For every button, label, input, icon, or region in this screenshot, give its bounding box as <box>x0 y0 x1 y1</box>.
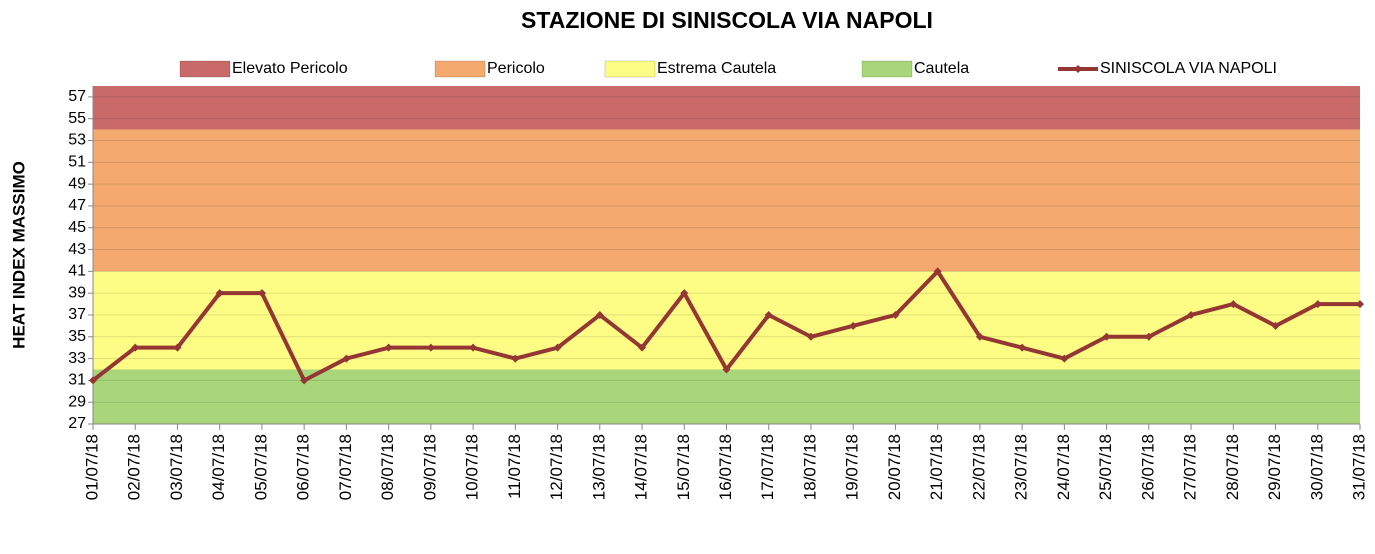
legend-label: Pericolo <box>487 60 545 77</box>
data-point <box>764 310 773 319</box>
x-tick-label: 18/07/18 <box>800 434 819 500</box>
data-point <box>257 289 266 298</box>
y-tick-label: 51 <box>68 154 86 171</box>
data-point <box>1102 332 1111 341</box>
data-point <box>511 354 520 363</box>
legend-label: Estrema Cautela <box>657 60 776 77</box>
data-point <box>1187 310 1196 319</box>
x-tick-label: 13/07/18 <box>589 434 608 500</box>
y-axis-title: HEAT INDEX MASSIMO <box>9 161 28 349</box>
y-tick-label: 31 <box>68 372 86 389</box>
legend-swatch <box>434 60 486 78</box>
x-tick-label: 19/07/18 <box>843 434 862 500</box>
x-tick-label: 07/07/18 <box>336 434 355 500</box>
band <box>93 129 1360 272</box>
x-tick-label: 31/07/18 <box>1349 434 1368 500</box>
chart-title: STAZIONE DI SINISCOLA VIA NAPOLI <box>521 7 933 33</box>
data-point <box>638 343 647 352</box>
x-tick-label: 12/07/18 <box>547 434 566 500</box>
band <box>93 86 1360 130</box>
band <box>93 271 1360 370</box>
y-tick-label: 57 <box>68 88 86 105</box>
y-tick-label: 39 <box>68 284 86 301</box>
x-tick-label: 24/07/18 <box>1054 434 1073 500</box>
data-point <box>975 332 984 341</box>
legend-label: Cautela <box>914 60 969 77</box>
data-point <box>553 343 562 352</box>
y-tick-label: 45 <box>68 219 86 236</box>
legend-marker <box>1074 65 1082 73</box>
data-point <box>595 310 604 319</box>
y-tick-label: 43 <box>68 241 86 258</box>
x-tick-label: 10/07/18 <box>463 434 482 500</box>
y-tick-label: 33 <box>68 350 86 367</box>
x-tick-label: 15/07/18 <box>674 434 693 500</box>
x-tick-label: 16/07/18 <box>716 434 735 500</box>
data-point <box>300 376 309 385</box>
x-tick-label: 22/07/18 <box>969 434 988 500</box>
data-point <box>1313 300 1322 309</box>
data-point <box>89 376 97 385</box>
x-tick-label: 23/07/18 <box>1012 434 1031 500</box>
legend-swatch <box>861 60 913 78</box>
x-tick-label: 03/07/18 <box>167 434 186 500</box>
x-tick-label: 01/07/18 <box>82 434 101 500</box>
data-point <box>173 343 182 352</box>
x-tick-label: 29/07/18 <box>1265 434 1284 500</box>
data-point <box>680 289 689 298</box>
y-tick-label: 55 <box>68 110 86 127</box>
data-point <box>342 354 351 363</box>
x-tick-label: 28/07/18 <box>1223 434 1242 500</box>
y-tick-label: 41 <box>68 263 86 280</box>
x-tick-label: 06/07/18 <box>294 434 313 500</box>
legend-swatch <box>604 60 656 78</box>
x-tick-label: 21/07/18 <box>927 434 946 500</box>
data-point <box>933 267 942 276</box>
legend-label: Elevato Pericolo <box>232 60 348 77</box>
data-point <box>1356 300 1364 309</box>
y-tick-label: 37 <box>68 306 86 323</box>
data-point <box>426 343 435 352</box>
x-tick-label: 02/07/18 <box>125 434 144 500</box>
data-point <box>891 310 900 319</box>
data-point <box>131 343 140 352</box>
data-point <box>849 321 858 330</box>
x-tick-label: 05/07/18 <box>251 434 270 500</box>
x-tick-label: 04/07/18 <box>209 434 228 500</box>
data-point <box>1229 300 1238 309</box>
data-point <box>806 332 815 341</box>
data-point <box>1144 332 1153 341</box>
x-tick-label: 27/07/18 <box>1181 434 1200 500</box>
x-tick-label: 26/07/18 <box>1138 434 1157 500</box>
data-point <box>215 289 224 298</box>
data-point <box>1018 343 1027 352</box>
y-tick-label: 27 <box>68 415 86 432</box>
data-point <box>1271 321 1280 330</box>
legend-swatch <box>179 60 231 78</box>
y-tick-label: 49 <box>68 175 86 192</box>
y-tick-label: 47 <box>68 197 86 214</box>
x-tick-label: 08/07/18 <box>378 434 397 500</box>
x-tick-label: 17/07/18 <box>758 434 777 500</box>
data-point <box>469 343 478 352</box>
data-point <box>384 343 393 352</box>
x-tick-label: 25/07/18 <box>1096 434 1115 500</box>
data-point <box>1060 354 1069 363</box>
band <box>93 369 1360 424</box>
x-tick-label: 09/07/18 <box>420 434 439 500</box>
x-tick-label: 14/07/18 <box>632 434 651 500</box>
legend-label: SINISCOLA VIA NAPOLI <box>1100 60 1277 77</box>
y-tick-label: 29 <box>68 393 86 410</box>
x-tick-label: 20/07/18 <box>885 434 904 500</box>
x-tick-label: 11/07/18 <box>505 434 524 499</box>
x-tick-label: 30/07/18 <box>1307 434 1326 500</box>
data-point <box>722 365 731 374</box>
y-tick-label: 35 <box>68 328 86 345</box>
y-tick-label: 53 <box>68 132 86 149</box>
